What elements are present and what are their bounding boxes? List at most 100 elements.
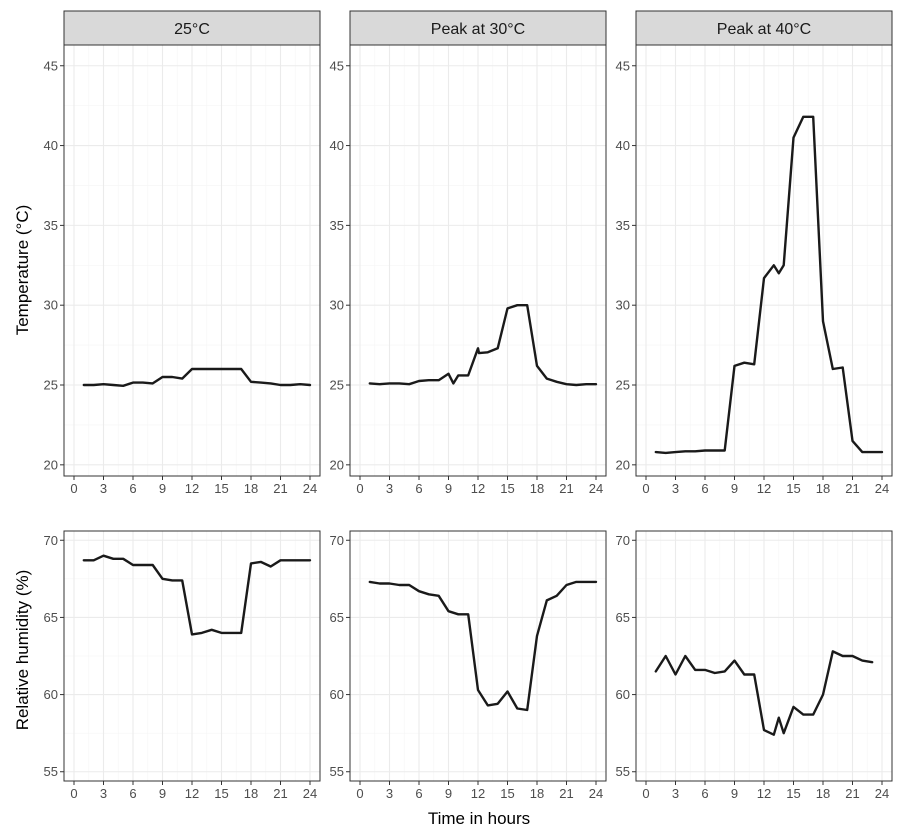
x-tick-label: 9 bbox=[159, 786, 166, 801]
y-tick-label: 30 bbox=[44, 298, 58, 313]
y-tick-label: 55 bbox=[44, 764, 58, 779]
series-line bbox=[654, 650, 874, 736]
y-tick-label: 30 bbox=[616, 298, 630, 313]
y-tick-label: 40 bbox=[330, 138, 344, 153]
y-tick-label: 60 bbox=[330, 687, 344, 702]
x-tick-label: 12 bbox=[757, 481, 771, 496]
y-axis-title-humidity: Relative humidity (%) bbox=[13, 570, 32, 731]
y-tick-label: 40 bbox=[616, 138, 630, 153]
panel-1: 0 3 6 9 12 15 18 21 24 20 25 30 35 40 45 25°C bbox=[44, 10, 321, 496]
facet-strip bbox=[349, 10, 607, 46]
series-line bbox=[368, 580, 598, 712]
x-tick-label: 3 bbox=[100, 481, 107, 496]
x-tick-label: 15 bbox=[786, 786, 800, 801]
y-tick-label: 55 bbox=[330, 764, 344, 779]
series-line bbox=[368, 304, 598, 387]
x-tick-label: 12 bbox=[757, 786, 771, 801]
x-tick-label: 12 bbox=[471, 481, 485, 496]
facet-strip-label: 25°C bbox=[174, 21, 210, 38]
y-tick-label: 35 bbox=[44, 218, 58, 233]
x-tick-label: 6 bbox=[415, 481, 422, 496]
x-tick-label: 24 bbox=[303, 786, 317, 801]
panel-6: 0 3 6 9 12 15 18 21 24 55 60 65 70 bbox=[616, 530, 893, 801]
y-tick-label: 40 bbox=[44, 138, 58, 153]
y-tick-label: 25 bbox=[616, 378, 630, 393]
y-tick-label: 45 bbox=[44, 58, 58, 73]
x-tick-label: 9 bbox=[731, 786, 738, 801]
panel-border bbox=[349, 530, 607, 782]
x-tick-label: 18 bbox=[816, 481, 830, 496]
x-tick-label: 3 bbox=[672, 786, 679, 801]
x-tick-label: 18 bbox=[244, 786, 258, 801]
x-tick-label: 15 bbox=[214, 786, 228, 801]
y-tick-label: 20 bbox=[330, 457, 344, 472]
x-tick-label: 18 bbox=[530, 481, 544, 496]
x-tick-label: 15 bbox=[214, 481, 228, 496]
y-tick-label: 45 bbox=[330, 58, 344, 73]
panel-border bbox=[635, 530, 893, 782]
x-tick-label: 18 bbox=[530, 786, 544, 801]
y-tick-label: 65 bbox=[44, 610, 58, 625]
x-tick-label: 0 bbox=[642, 481, 649, 496]
panel-5: 0 3 6 9 12 15 18 21 24 55 60 65 70 bbox=[330, 530, 607, 801]
facet-strip-label: Peak at 40°C bbox=[717, 21, 811, 38]
x-tick-label: 0 bbox=[356, 481, 363, 496]
x-tick-label: 12 bbox=[471, 786, 485, 801]
x-tick-label: 6 bbox=[129, 481, 136, 496]
x-tick-label: 12 bbox=[185, 481, 199, 496]
x-tick-label: 3 bbox=[386, 481, 393, 496]
series-line bbox=[82, 554, 312, 636]
facet-strip bbox=[635, 10, 893, 46]
x-tick-label: 21 bbox=[559, 481, 573, 496]
y-tick-label: 65 bbox=[616, 610, 630, 625]
x-tick-label: 21 bbox=[845, 786, 859, 801]
y-tick-label: 70 bbox=[616, 533, 630, 548]
y-tick-label: 65 bbox=[330, 610, 344, 625]
x-tick-label: 21 bbox=[273, 481, 287, 496]
y-tick-label: 70 bbox=[330, 533, 344, 548]
x-tick-label: 0 bbox=[642, 786, 649, 801]
y-tick-label: 60 bbox=[44, 687, 58, 702]
x-tick-label: 15 bbox=[786, 481, 800, 496]
y-axis-title-temperature: Temperature (°C) bbox=[13, 205, 32, 336]
x-tick-label: 21 bbox=[273, 786, 287, 801]
x-tick-label: 18 bbox=[244, 481, 258, 496]
x-tick-label: 0 bbox=[70, 786, 77, 801]
x-tick-label: 15 bbox=[500, 786, 514, 801]
y-tick-label: 25 bbox=[330, 378, 344, 393]
y-tick-label: 35 bbox=[330, 218, 344, 233]
x-tick-label: 12 bbox=[185, 786, 199, 801]
x-tick-label: 21 bbox=[845, 481, 859, 496]
x-tick-label: 24 bbox=[589, 481, 603, 496]
x-tick-label: 3 bbox=[100, 786, 107, 801]
y-tick-label: 30 bbox=[330, 298, 344, 313]
x-tick-label: 3 bbox=[386, 786, 393, 801]
panel-3: 0 3 6 9 12 15 18 21 24 20 25 30 35 40 45 Peak at 40°C bbox=[616, 10, 893, 496]
y-tick-label: 25 bbox=[44, 378, 58, 393]
y-tick-label: 55 bbox=[616, 764, 630, 779]
x-tick-label: 24 bbox=[303, 481, 317, 496]
y-tick-label: 60 bbox=[616, 687, 630, 702]
series-line bbox=[82, 367, 312, 387]
x-tick-label: 9 bbox=[445, 786, 452, 801]
x-tick-label: 21 bbox=[559, 786, 573, 801]
y-tick-label: 35 bbox=[616, 218, 630, 233]
x-tick-label: 24 bbox=[589, 786, 603, 801]
x-tick-label: 6 bbox=[129, 786, 136, 801]
y-tick-label: 20 bbox=[44, 457, 58, 472]
panel-4: 0 3 6 9 12 15 18 21 24 55 60 65 70 bbox=[44, 530, 321, 801]
x-tick-label: 9 bbox=[445, 481, 452, 496]
x-tick-label: 24 bbox=[875, 786, 889, 801]
y-tick-label: 70 bbox=[44, 533, 58, 548]
y-tick-label: 20 bbox=[616, 457, 630, 472]
panel-border bbox=[63, 530, 321, 782]
x-axis-title: Time in hours bbox=[428, 809, 530, 828]
x-tick-label: 3 bbox=[672, 481, 679, 496]
x-tick-label: 15 bbox=[500, 481, 514, 496]
facet-strip-label: Peak at 30°C bbox=[431, 21, 525, 38]
x-tick-label: 24 bbox=[875, 481, 889, 496]
panel-2: 0 3 6 9 12 15 18 21 24 20 25 30 35 40 45 Peak at 30°C bbox=[330, 10, 607, 496]
x-tick-label: 6 bbox=[415, 786, 422, 801]
facet-strip bbox=[63, 10, 321, 46]
